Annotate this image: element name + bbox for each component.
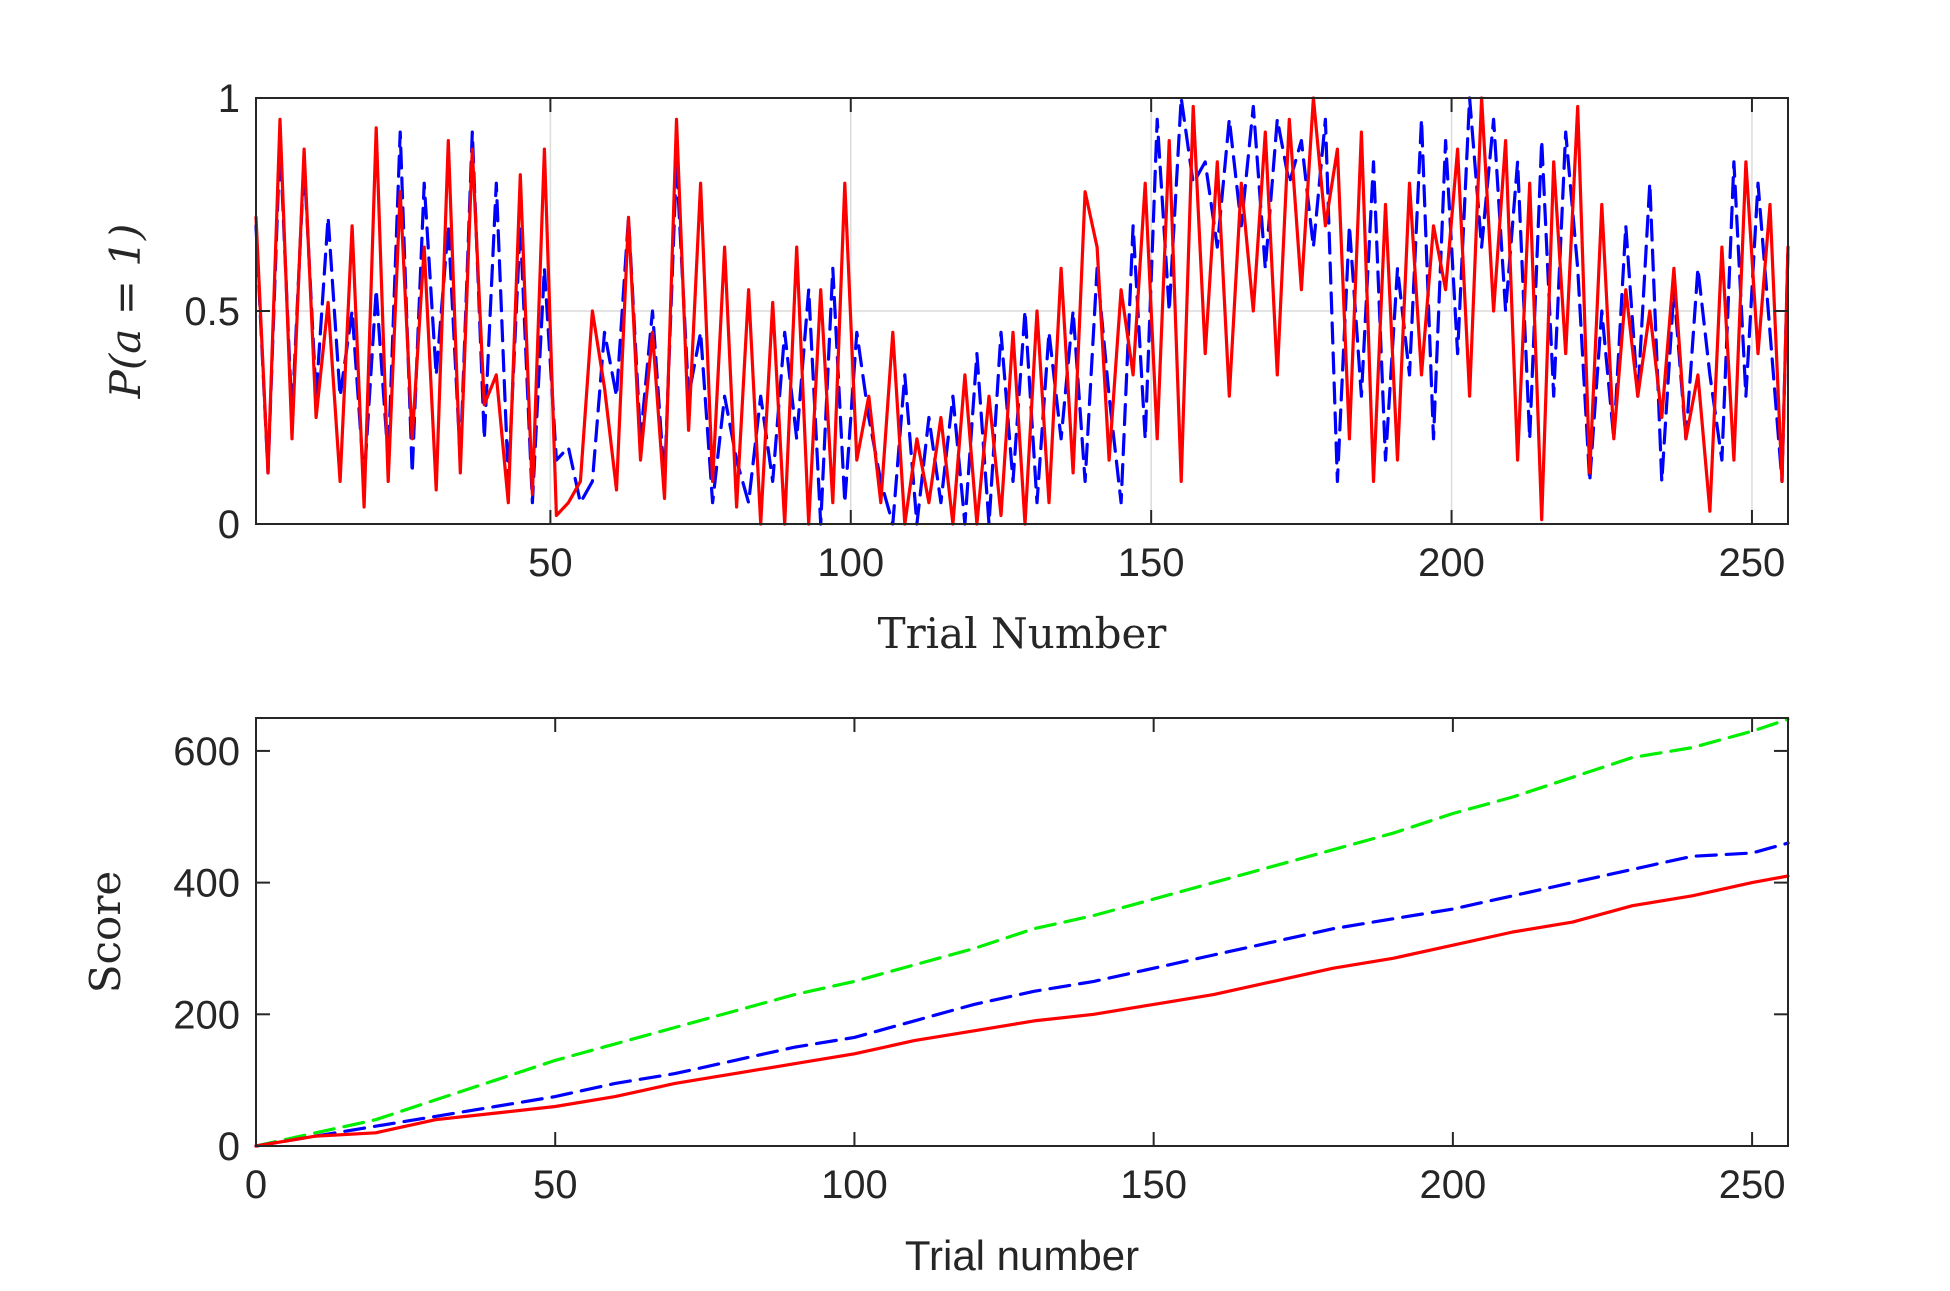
chart-bottom-panel: 0 50 100 150 200 250 0 200 400 600 Trial number S… xyxy=(81,717,1790,1279)
bottom-x-tick-label: 50 xyxy=(533,1163,578,1207)
top-x-axis-label: Trial Number xyxy=(878,609,1168,658)
bottom-x-axis-label: Trial number xyxy=(905,1232,1139,1279)
top-x-tick-label: 50 xyxy=(528,541,573,585)
bottom-y-tick-label: 400 xyxy=(173,862,240,906)
bottom-y-tick-label: 600 xyxy=(173,730,240,774)
top-y-tick-label: 0 xyxy=(218,503,240,547)
top-x-tick-label: 100 xyxy=(817,541,884,585)
top-x-tick-label: 250 xyxy=(1719,541,1786,585)
top-y-tick-label: 1 xyxy=(218,77,240,121)
bottom-y-tick-label: 200 xyxy=(173,993,240,1037)
top-x-tick-label: 200 xyxy=(1418,541,1485,585)
bottom-series-1-line xyxy=(254,841,1790,1148)
chart-top-panel: 50 100 150 200 250 0 0.5 1 Trial Number P(a = 1… xyxy=(101,77,1790,658)
bottom-tick-labels: 0 50 100 150 200 250 0 200 400 600 xyxy=(173,730,1785,1207)
top-tick-labels: 50 100 150 200 250 0 0.5 1 xyxy=(184,77,1785,585)
bottom-x-tick-label: 200 xyxy=(1420,1163,1487,1207)
bottom-series-2-line xyxy=(254,874,1790,1148)
bottom-series-0-line xyxy=(254,717,1790,1148)
top-x-tick-label: 150 xyxy=(1118,541,1185,585)
bottom-series-group xyxy=(254,717,1790,1148)
bottom-axes-box xyxy=(255,717,1789,1147)
bottom-tick-marks xyxy=(255,718,1788,1147)
bottom-y-axis-label: Score xyxy=(81,871,130,994)
bottom-x-tick-label: 150 xyxy=(1120,1163,1187,1207)
top-y-tick-label: 0.5 xyxy=(184,290,240,334)
top-tick-marks xyxy=(256,97,1788,525)
bottom-x-tick-label: 250 xyxy=(1719,1163,1786,1207)
bottom-x-tick-label: 100 xyxy=(821,1163,888,1207)
top-y-axis-label: P(a = 1) xyxy=(101,224,150,400)
bottom-x-tick-label: 0 xyxy=(245,1163,267,1207)
bottom-y-tick-label: 0 xyxy=(218,1125,240,1169)
